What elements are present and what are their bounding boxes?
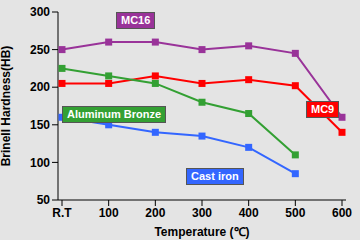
svg-text:R.T: R.T (52, 206, 72, 220)
svg-text:50: 50 (37, 193, 51, 207)
html-text:Aluminum Bronze: Aluminum Bronze (67, 108, 162, 120)
html-text:MC9: MC9 (311, 103, 335, 115)
svg-text:100: 100 (30, 156, 50, 170)
html-text:MC16: MC16 (121, 14, 151, 26)
svg-text:400: 400 (239, 206, 259, 220)
svg-text:300: 300 (192, 206, 212, 220)
svg-text:300: 300 (30, 5, 50, 19)
svg-text:150: 150 (30, 118, 50, 132)
svg-text:200: 200 (30, 80, 50, 94)
svg-text:Temperature (℃): Temperature (℃) (154, 225, 249, 239)
svg-text:250: 250 (30, 43, 50, 57)
svg-text:Brinell Hardness(HB): Brinell Hardness(HB) (8, 46, 13, 167)
svg-text:500: 500 (285, 206, 305, 220)
svg-text:100: 100 (99, 206, 119, 220)
svg-text:200: 200 (145, 206, 165, 220)
svg-text:600: 600 (332, 206, 352, 220)
html-text:Cast iron: Cast iron (191, 170, 239, 182)
